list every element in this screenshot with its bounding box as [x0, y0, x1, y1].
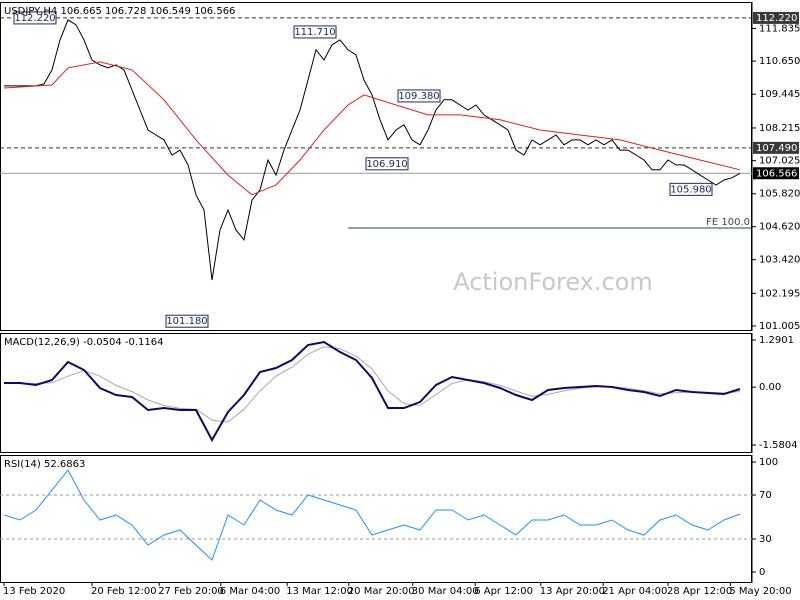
level-label-box: [753, 141, 799, 154]
annotation-box: [365, 157, 409, 171]
y-tick-label: 109.445: [759, 89, 800, 100]
level-label-box: [753, 11, 799, 24]
series-line: [4, 340, 741, 443]
watermark: ActionForex.com: [453, 268, 653, 296]
x-tick-label: 20 Mar 20:00: [348, 586, 415, 597]
y-tick-label: 104.620: [759, 222, 800, 233]
y-tick-label: 107.025: [759, 156, 800, 167]
x-tick-label: 28 Apr 12:00: [667, 586, 732, 597]
y-tick-label: 111.835: [759, 24, 800, 35]
fe-label: FE 100.0: [706, 217, 750, 228]
panel-title: MACD(12,26,9) -0.0504 -0.1164: [4, 337, 164, 348]
panel-title: USDJPY,H4 106.665 106.728 106.549 106.56…: [4, 6, 235, 17]
x-tick-label: 6 Apr 12:00: [474, 586, 533, 597]
x-tick-label: 21 Apr 04:00: [602, 586, 667, 597]
y-tick-label: 110.650: [759, 56, 800, 67]
panel-title: RSI(14) 52.6863: [4, 459, 85, 470]
y-tick-label: 108.215: [759, 123, 800, 134]
x-tick-label: 27 Feb 20:00: [158, 586, 224, 597]
level-label: 107.490: [756, 143, 797, 154]
annotation-label: 109.380: [398, 91, 439, 102]
x-tick-label: 6 Mar 04:00: [220, 586, 280, 597]
annotation-box: [397, 89, 441, 103]
level-label-box: [753, 167, 799, 180]
y-tick-label: 102.195: [759, 288, 800, 299]
annotation-label: 101.180: [166, 316, 207, 327]
y-tick-label: 0.00: [759, 382, 781, 393]
x-tick-label: 13 Mar 12:00: [286, 586, 353, 597]
series-line: [4, 19, 741, 281]
x-tick-label: 20 Feb 12:00: [91, 586, 157, 597]
x-tick-label: 13 Apr 20:00: [540, 586, 605, 597]
annotation-label: 111.710: [294, 27, 335, 38]
annotation-label: 112.220: [14, 13, 55, 24]
x-tick-label: 13 Feb 2020: [3, 586, 65, 597]
x-tick-label: 30 Mar 04:00: [412, 586, 479, 597]
y-tick-label: 100: [759, 457, 778, 468]
y-tick-label: 105.820: [759, 189, 800, 200]
x-tick-label: 5 May 20:00: [729, 586, 791, 597]
y-tick-label: -1.5804: [759, 440, 798, 451]
y-tick-label: 103.420: [759, 255, 800, 266]
y-tick-label: 30: [759, 534, 772, 545]
level-label: 112.220: [756, 13, 797, 24]
annotation-box: [293, 25, 337, 39]
annotation-box: [13, 11, 57, 25]
series-line: [3, 469, 741, 561]
annotation-label: 105.980: [670, 184, 711, 195]
annotation-label: 106.910: [366, 159, 407, 170]
y-tick-label: 70: [759, 490, 772, 501]
y-tick-label: 0: [759, 567, 765, 578]
annotation-box: [669, 182, 713, 196]
level-label: 106.566: [756, 168, 797, 179]
annotation-box: [165, 314, 209, 328]
series-line: [3, 61, 741, 196]
y-tick-label: 1.2901: [759, 335, 794, 346]
y-tick-label: 101.005: [759, 321, 800, 332]
